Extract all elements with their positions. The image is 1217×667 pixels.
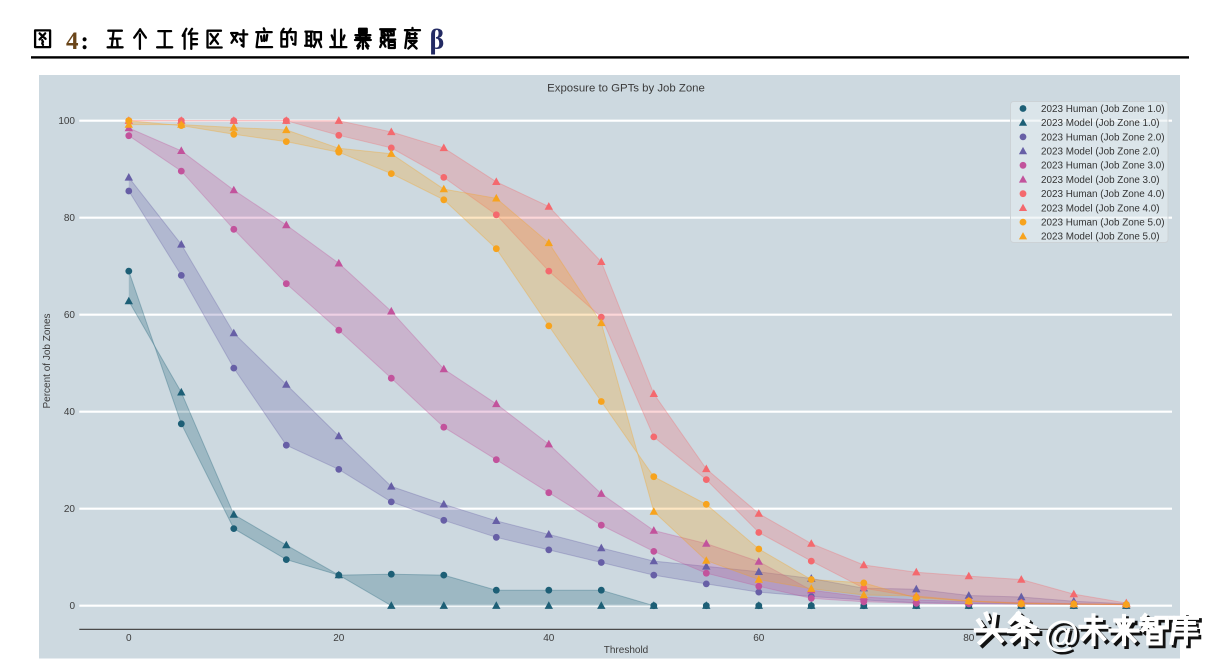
svg-text:4: 4 (66, 28, 79, 55)
svg-text:2023 Human (Job Zone 1.0): 2023 Human (Job Zone 1.0) (1041, 104, 1165, 115)
svg-text:2023 Human (Job Zone 4.0): 2023 Human (Job Zone 4.0) (1041, 189, 1165, 200)
svg-text:60: 60 (753, 633, 765, 644)
svg-text:Threshold: Threshold (604, 645, 648, 656)
svg-text:0: 0 (69, 601, 75, 612)
svg-text:2023 Model (Job Zone 1.0): 2023 Model (Job Zone 1.0) (1041, 118, 1160, 129)
svg-text:β: β (430, 25, 445, 56)
svg-text:Exposure to GPTs by Job Zone: Exposure to GPTs by Job Zone (547, 82, 705, 94)
svg-text:2023 Model (Job Zone 5.0): 2023 Model (Job Zone 5.0) (1041, 232, 1160, 243)
svg-text:@: @ (1047, 616, 1082, 657)
svg-text:20: 20 (333, 633, 345, 644)
svg-text:2023 Model (Job Zone 4.0): 2023 Model (Job Zone 4.0) (1041, 203, 1160, 214)
svg-text:20: 20 (64, 504, 76, 515)
svg-text:0: 0 (126, 633, 132, 644)
svg-text:40: 40 (64, 407, 76, 418)
svg-text:2023 Model (Job Zone 2.0): 2023 Model (Job Zone 2.0) (1041, 147, 1160, 158)
svg-text:100: 100 (58, 116, 75, 127)
svg-text:80: 80 (963, 633, 975, 644)
svg-text:80: 80 (64, 213, 76, 224)
svg-text:2023 Human (Job Zone 3.0): 2023 Human (Job Zone 3.0) (1041, 161, 1165, 172)
svg-text:60: 60 (64, 310, 76, 321)
svg-text:2023 Human (Job Zone 5.0): 2023 Human (Job Zone 5.0) (1041, 218, 1165, 229)
svg-text:40: 40 (543, 633, 555, 644)
svg-text:Percent of Job Zones: Percent of Job Zones (42, 313, 53, 408)
svg-text::: : (81, 28, 89, 55)
svg-text:@: @ (1044, 613, 1079, 654)
svg-text:2023 Human (Job Zone 2.0): 2023 Human (Job Zone 2.0) (1041, 132, 1165, 143)
svg-text:2023 Model (Job Zone 3.0): 2023 Model (Job Zone 3.0) (1041, 175, 1160, 186)
